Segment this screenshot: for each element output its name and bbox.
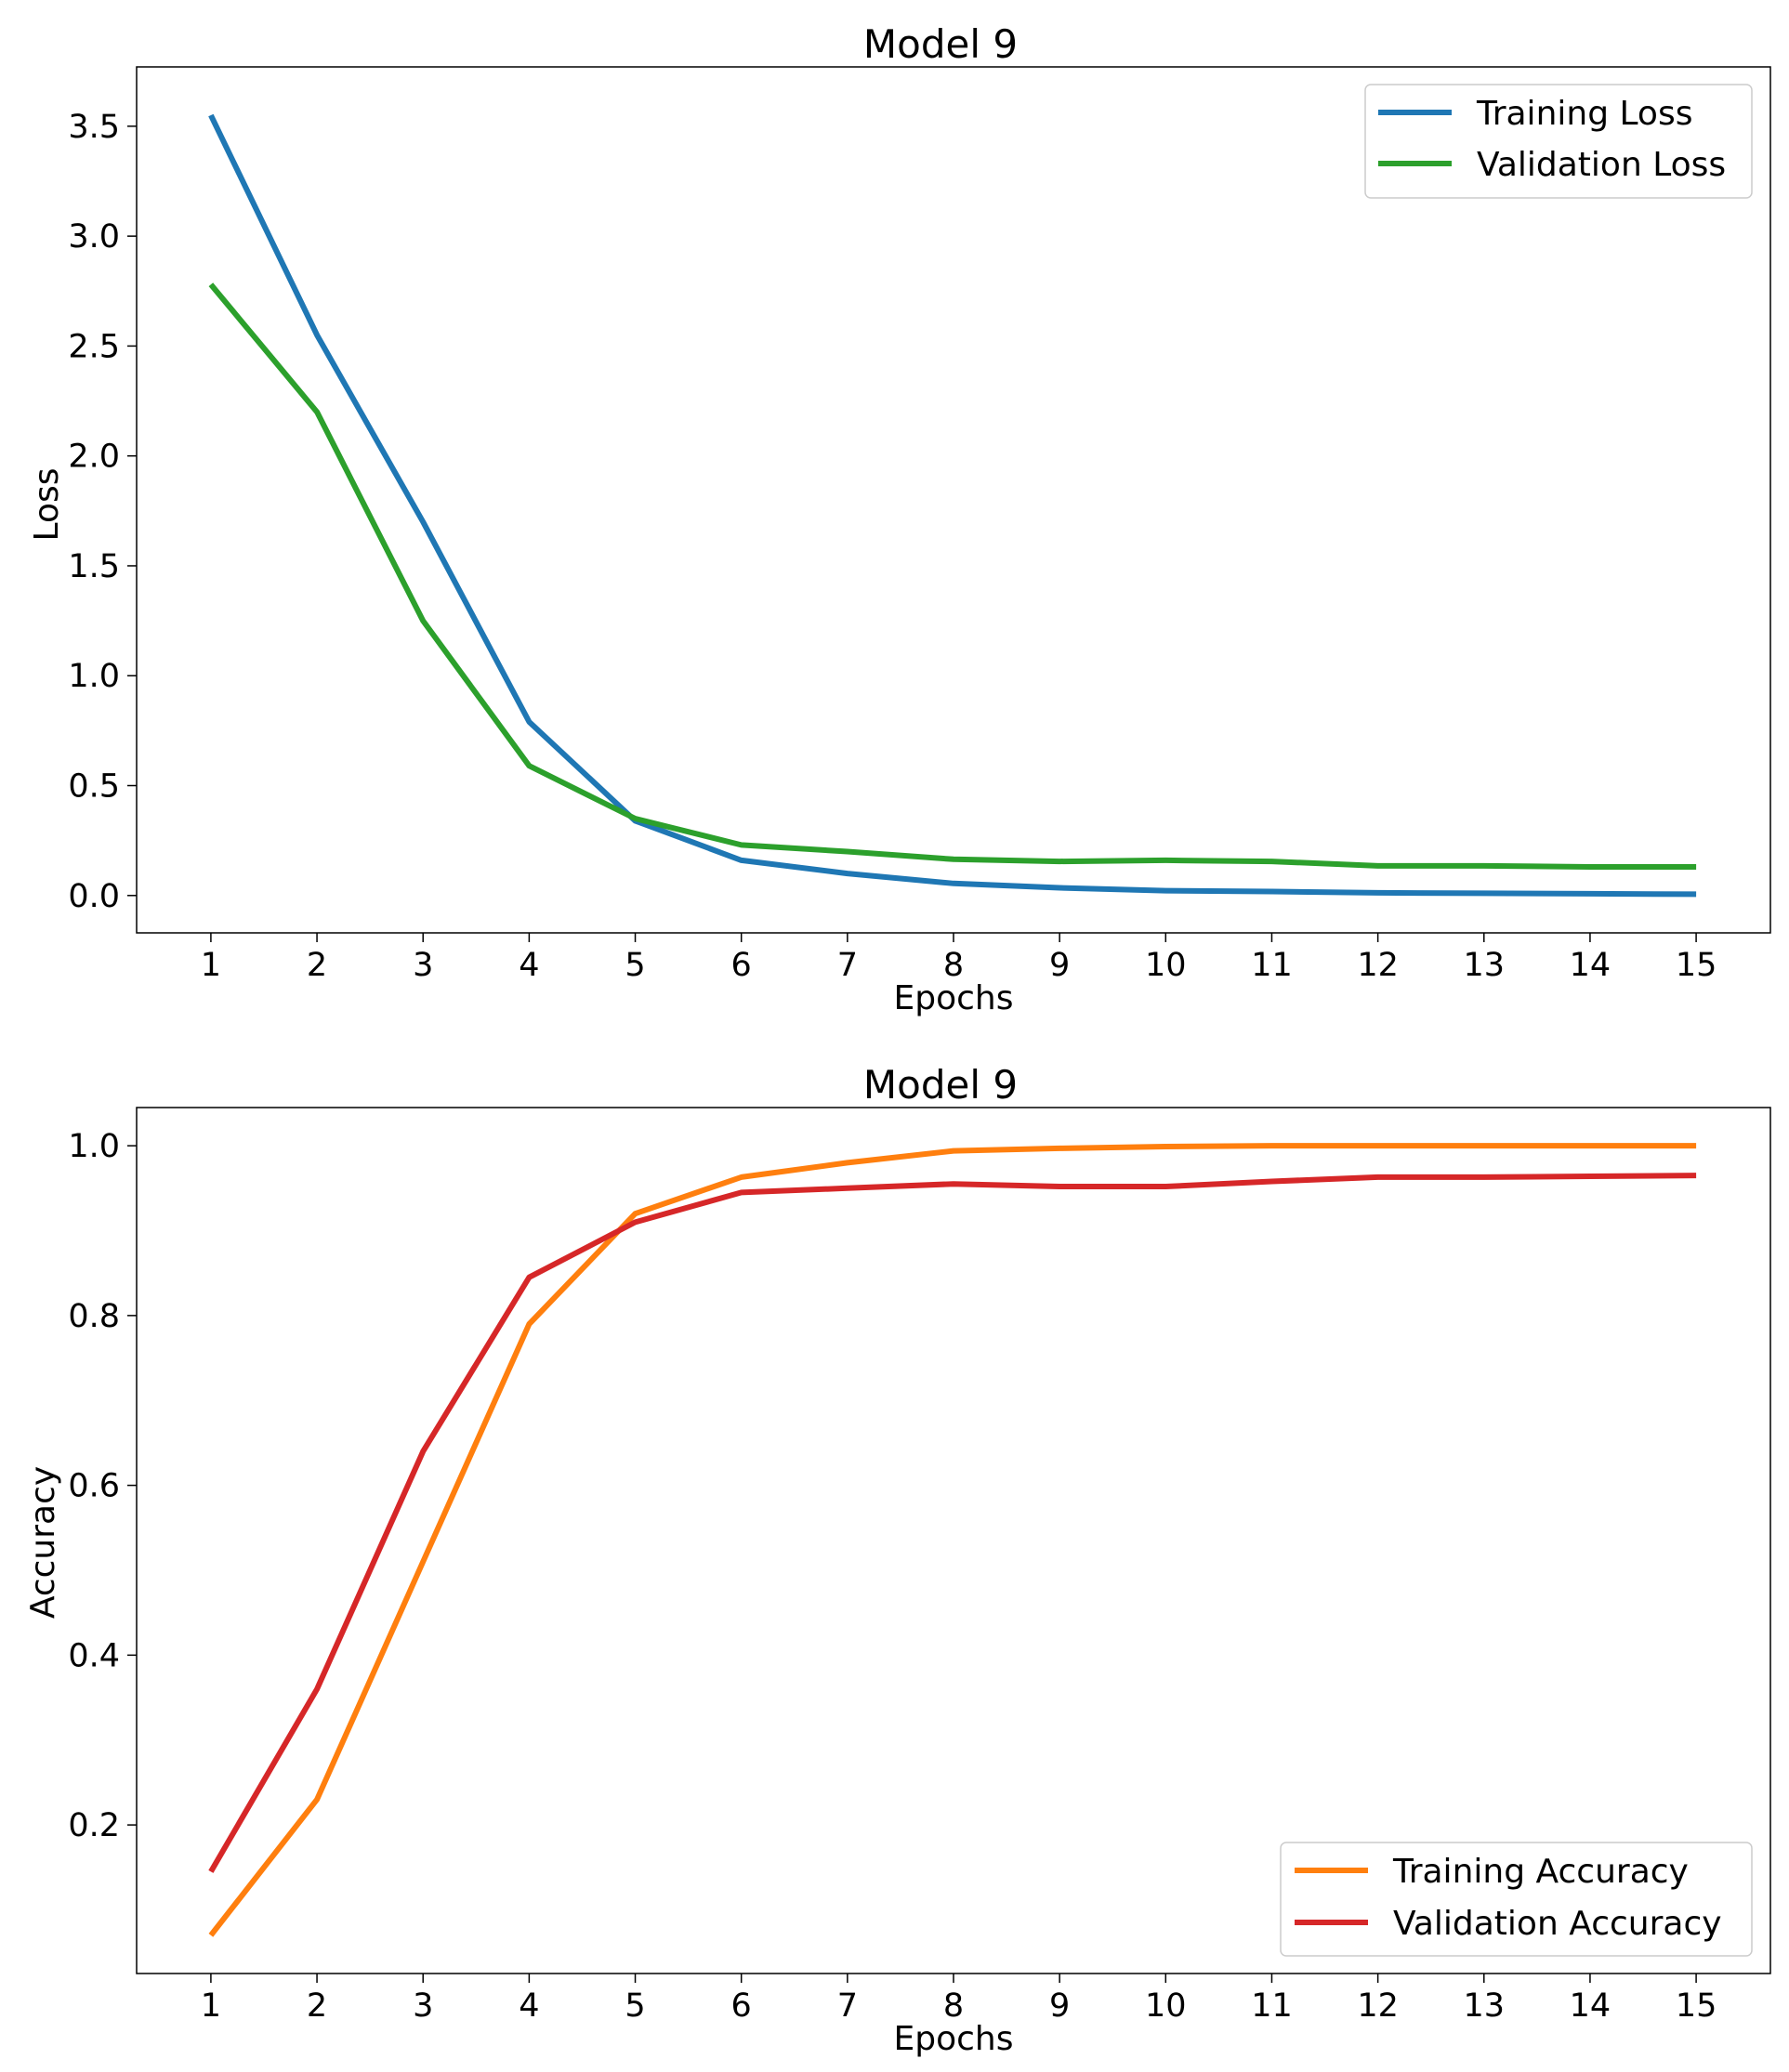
loss-x-tick-label: 2	[307, 947, 327, 984]
accuracy-x-tick-label: 13	[1464, 1987, 1506, 2025]
legend-label-validation-loss: Validation Loss	[1477, 146, 1726, 184]
accuracy-x-tick-label: 6	[731, 1987, 752, 2025]
loss-x-tick-label: 12	[1357, 947, 1399, 984]
loss-y-tick-label: 0.5	[68, 768, 120, 806]
loss-x-axis-label: Epochs	[894, 979, 1014, 1017]
loss-x-tick-label: 14	[1570, 947, 1611, 984]
accuracy-x-tick-label: 8	[943, 1987, 964, 2025]
accuracy-x-tick-label: 5	[625, 1987, 645, 2025]
loss-x-tick-label: 8	[943, 947, 964, 984]
legend-label-validation-accuracy: Validation Accuracy	[1393, 1905, 1722, 1943]
loss-x-tick-label: 9	[1049, 947, 1070, 984]
accuracy-legend: Training Accuracy Validation Accuracy	[1280, 1842, 1753, 1957]
loss-y-tick-label: 3.0	[68, 218, 120, 256]
loss-x-tick-label: 11	[1251, 947, 1293, 984]
loss-x-tick-label: 7	[837, 947, 858, 984]
loss-x-tick-label: 3	[413, 947, 433, 984]
accuracy-x-tick-label: 3	[413, 1987, 433, 2025]
loss-ticks: 1 2 3 4 5 6 7 8 9 10 11 12 13 14 150.00.51.01.52.02.53…	[68, 109, 1717, 984]
accuracy-lines	[208, 1143, 1697, 1937]
loss-chart: Model 9 1 2 3 4 5 6 7 8 9 10 11 12 13 14 150.00.51.01.…	[28, 21, 1771, 1017]
loss-x-tick-label: 6	[731, 947, 752, 984]
loss-x-tick-label: 5	[625, 947, 645, 984]
accuracy-x-tick-label: 14	[1570, 1987, 1611, 2025]
legend-label-training-accuracy: Training Accuracy	[1392, 1853, 1689, 1891]
series-line-validation-accuracy	[208, 1173, 1697, 1873]
accuracy-y-axis-label: Accuracy	[24, 1466, 62, 1619]
accuracy-chart-title: Model 9	[863, 1062, 1018, 1108]
accuracy-x-tick-label: 10	[1145, 1987, 1187, 2025]
series-line-training-loss	[208, 113, 1697, 898]
loss-plot-frame	[136, 66, 1771, 934]
accuracy-ticks: 1 2 3 4 5 6 7 8 9 10 11 12 13 14 150.20.40.60.81.0	[68, 1128, 1717, 2025]
accuracy-x-tick-label: 15	[1676, 1987, 1717, 2025]
accuracy-y-tick-label: 1.0	[68, 1128, 120, 1165]
series-line-training-accuracy	[208, 1143, 1697, 1937]
accuracy-x-tick-label: 4	[519, 1987, 539, 2025]
accuracy-legend-box	[1280, 1842, 1753, 1957]
loss-y-tick-label: 3.5	[68, 109, 120, 146]
loss-y-tick-label: 1.5	[68, 548, 120, 585]
accuracy-x-tick-label: 12	[1357, 1987, 1399, 2025]
series-line-validation-loss	[208, 282, 1697, 870]
accuracy-y-tick-label: 0.4	[68, 1637, 120, 1674]
accuracy-y-tick-label: 0.6	[68, 1468, 120, 1505]
accuracy-chart: Model 9 1 2 3 4 5 6 7 8 9 10 11 12 13 14 150.20.40.60.…	[24, 1062, 1771, 2058]
accuracy-x-tick-label: 7	[837, 1987, 858, 2025]
loss-y-tick-label: 2.0	[68, 439, 120, 476]
accuracy-x-axis-label: Epochs	[894, 2020, 1014, 2058]
loss-legend-box	[1364, 84, 1753, 199]
accuracy-x-tick-label: 2	[307, 1987, 327, 2025]
loss-x-tick-label: 4	[519, 947, 539, 984]
loss-legend: Training Loss Validation Loss	[1364, 84, 1753, 199]
loss-y-tick-label: 2.5	[68, 328, 120, 365]
loss-y-tick-label: 0.0	[68, 878, 120, 915]
loss-chart-title: Model 9	[863, 21, 1018, 67]
accuracy-y-tick-label: 0.2	[68, 1807, 120, 1844]
loss-x-tick-label: 15	[1676, 947, 1717, 984]
legend-label-training-loss: Training Loss	[1476, 95, 1692, 133]
accuracy-y-tick-label: 0.8	[68, 1298, 120, 1335]
loss-y-tick-label: 1.0	[68, 658, 120, 695]
loss-y-axis-label: Loss	[28, 468, 66, 542]
loss-x-tick-label: 10	[1145, 947, 1187, 984]
loss-lines	[208, 113, 1697, 898]
accuracy-x-tick-label: 1	[201, 1987, 221, 2025]
loss-x-tick-label: 1	[201, 947, 221, 984]
accuracy-plot-frame	[136, 1107, 1771, 1974]
accuracy-x-tick-label: 9	[1049, 1987, 1070, 2025]
loss-x-tick-label: 13	[1464, 947, 1506, 984]
accuracy-x-tick-label: 11	[1251, 1987, 1293, 2025]
